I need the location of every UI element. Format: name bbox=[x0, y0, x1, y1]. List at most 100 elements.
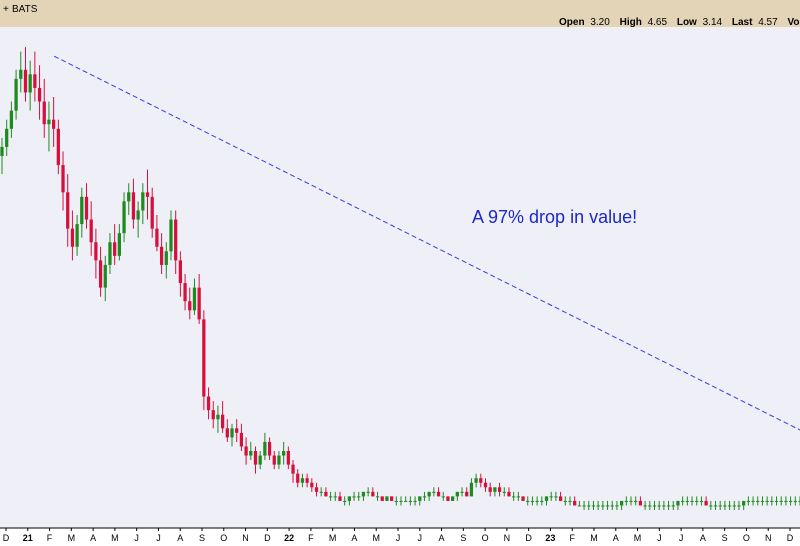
candle-body bbox=[685, 500, 689, 502]
candle-body bbox=[169, 219, 173, 252]
x-tick-label: M bbox=[329, 533, 337, 543]
x-tick-label: M bbox=[590, 533, 598, 543]
candle-body bbox=[432, 491, 436, 493]
x-tick-label: N bbox=[765, 533, 772, 543]
candle-body bbox=[216, 414, 220, 420]
candle-body bbox=[80, 196, 84, 225]
candle-body bbox=[540, 500, 544, 502]
candle-body bbox=[793, 500, 797, 502]
candle-body bbox=[52, 119, 56, 129]
x-tick-label: J bbox=[134, 533, 139, 543]
candle-body bbox=[624, 500, 628, 502]
candle-body bbox=[286, 451, 290, 465]
candle-body bbox=[573, 500, 577, 506]
ohlc-readout: Open 3.20 High 4.65 Low 3.14 Last 4.57 V… bbox=[559, 17, 800, 28]
candle-body bbox=[535, 500, 539, 502]
candle-body bbox=[28, 74, 32, 93]
x-tick-label: F bbox=[308, 533, 314, 543]
candle-body bbox=[798, 500, 800, 502]
candle-body bbox=[469, 482, 474, 497]
candle-body bbox=[305, 478, 309, 483]
candle-body bbox=[530, 500, 535, 502]
last-value: 4.57 bbox=[758, 17, 778, 28]
candle-body bbox=[784, 500, 788, 502]
candle-body bbox=[375, 496, 380, 498]
candle-body bbox=[42, 101, 46, 125]
high-value: 4.65 bbox=[648, 17, 668, 28]
plot-area bbox=[0, 27, 800, 528]
candle-body bbox=[779, 500, 783, 502]
x-tick-label: 21 bbox=[23, 533, 33, 543]
candle-body bbox=[89, 219, 93, 243]
candle-body bbox=[582, 505, 586, 507]
x-tick-label: 23 bbox=[545, 533, 555, 543]
candle-body bbox=[413, 500, 417, 502]
candle-body bbox=[408, 500, 413, 502]
candle-body bbox=[497, 487, 502, 492]
candle-body bbox=[94, 242, 98, 261]
candle-body bbox=[9, 110, 14, 129]
candle-body bbox=[704, 500, 708, 506]
candle-body bbox=[657, 505, 661, 507]
candle-body bbox=[676, 500, 680, 506]
candle-body bbox=[14, 78, 18, 111]
candle-body bbox=[136, 210, 140, 220]
candle-body bbox=[328, 496, 333, 498]
candle-body bbox=[770, 500, 774, 502]
candle-body bbox=[718, 505, 722, 507]
candle-body bbox=[145, 192, 150, 197]
x-tick-label: 22 bbox=[284, 533, 294, 543]
candle-body bbox=[220, 414, 225, 429]
candle-body bbox=[352, 496, 356, 498]
annotation-text: A 97% drop in value! bbox=[472, 207, 637, 227]
candle-body bbox=[108, 242, 112, 265]
candle-body bbox=[638, 500, 643, 506]
low-value: 3.14 bbox=[703, 17, 723, 28]
candle-body bbox=[244, 446, 248, 456]
candle-body bbox=[291, 464, 295, 474]
candle-body bbox=[493, 487, 497, 492]
x-tick-label: J bbox=[418, 533, 423, 543]
candle-body bbox=[98, 260, 103, 288]
candle-body bbox=[0, 146, 4, 156]
x-tick-label: A bbox=[439, 533, 445, 543]
candle-body bbox=[37, 87, 42, 102]
candle-body bbox=[596, 505, 600, 507]
candle-body bbox=[296, 473, 300, 483]
candle-body bbox=[197, 287, 201, 320]
x-tick-label: N bbox=[504, 533, 511, 543]
open-label: Open bbox=[559, 17, 585, 28]
candle-body bbox=[371, 491, 375, 497]
candle-body bbox=[235, 428, 239, 433]
candle-body bbox=[23, 69, 28, 93]
candle-body bbox=[239, 432, 244, 447]
candle-body bbox=[192, 287, 197, 311]
candle-body bbox=[483, 482, 488, 488]
candle-body bbox=[249, 451, 253, 456]
x-tick-label: D bbox=[264, 533, 271, 543]
x-tick-label: A bbox=[700, 533, 706, 543]
candle-body bbox=[258, 455, 262, 465]
candle-body bbox=[568, 500, 572, 502]
candle-body bbox=[681, 500, 685, 502]
candle-body bbox=[563, 500, 567, 502]
x-tick-label: D bbox=[525, 533, 532, 543]
candle-body bbox=[652, 505, 657, 507]
candle-body bbox=[155, 228, 159, 247]
trendline bbox=[53, 55, 800, 431]
candle-body bbox=[746, 500, 750, 502]
candle-body bbox=[760, 500, 765, 502]
candle-body bbox=[723, 505, 727, 507]
candle-body bbox=[601, 505, 605, 507]
candle-body bbox=[338, 496, 342, 501]
candle-body bbox=[605, 505, 610, 507]
candlestick-series bbox=[0, 47, 800, 510]
candle-body bbox=[183, 283, 187, 302]
high-label: High bbox=[620, 17, 642, 28]
candle-body bbox=[648, 505, 652, 507]
candle-body bbox=[544, 496, 549, 501]
x-tick-label: O bbox=[743, 533, 750, 543]
candle-body bbox=[474, 478, 478, 483]
candle-body bbox=[84, 196, 89, 220]
candle-body bbox=[587, 505, 591, 507]
